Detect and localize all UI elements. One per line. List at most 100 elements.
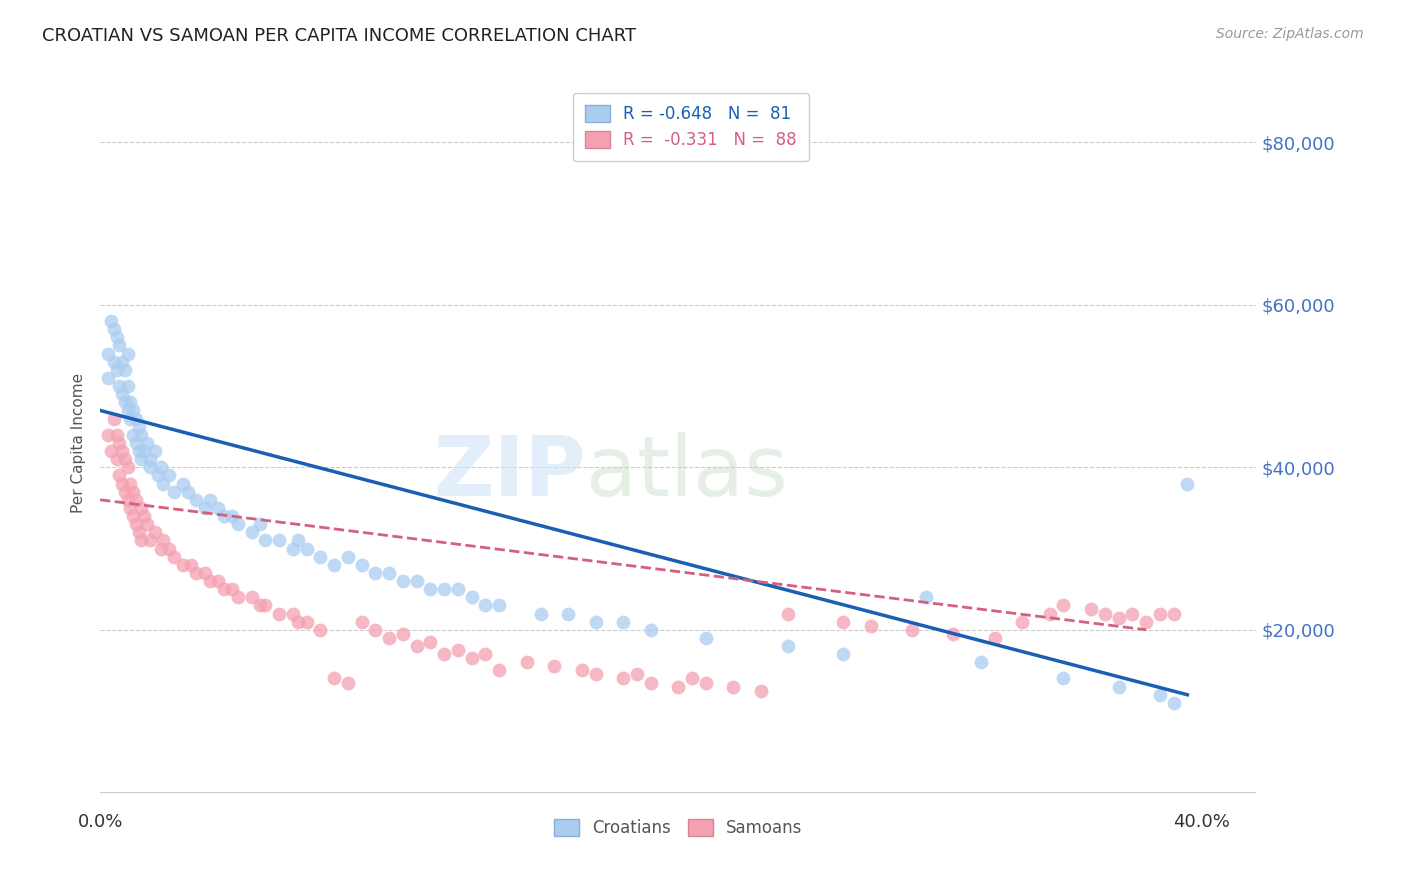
Point [131,452,153,467]
Point [859,618,882,632]
Point [172,476,194,491]
Point [226,591,249,605]
Point [488,599,510,613]
Point [240,525,263,540]
Point [105,363,128,377]
Point [405,639,427,653]
Point [1011,615,1033,629]
Point [309,623,332,637]
Point [474,599,496,613]
Point [114,452,136,467]
Point [287,533,309,548]
Point [571,664,593,678]
Point [117,460,139,475]
Point [152,533,174,548]
Point [157,541,180,556]
Point [1163,696,1185,710]
Point [100,314,122,328]
Point [254,599,277,613]
Point [474,647,496,661]
Point [640,623,662,637]
Point [405,574,427,588]
Point [207,574,229,588]
Point [131,427,153,442]
Point [447,643,470,657]
Point [125,517,148,532]
Point [122,403,145,417]
Point [832,647,855,661]
Point [97,371,120,385]
Point [120,500,142,515]
Point [612,615,634,629]
Point [1108,680,1130,694]
Point [1094,607,1116,621]
Point [267,607,290,621]
Point [200,574,222,588]
Point [240,591,263,605]
Point [249,599,271,613]
Point [114,395,136,409]
Point [221,582,243,596]
Point [134,444,156,458]
Text: Source: ZipAtlas.com: Source: ZipAtlas.com [1216,27,1364,41]
Point [111,444,134,458]
Point [942,627,965,641]
Point [120,476,142,491]
Point [281,541,304,556]
Point [915,591,938,605]
Point [128,419,150,434]
Point [97,427,120,442]
Point [100,444,122,458]
Point [97,346,120,360]
Point [207,500,229,515]
Point [612,672,634,686]
Point [114,363,136,377]
Point [200,492,222,507]
Point [122,427,145,442]
Point [103,322,125,336]
Point [122,509,145,524]
Point [970,655,993,669]
Point [103,355,125,369]
Point [1163,607,1185,621]
Point [267,533,290,548]
Point [433,647,456,661]
Point [108,468,131,483]
Point [901,623,924,637]
Point [103,411,125,425]
Point [543,659,565,673]
Point [152,476,174,491]
Point [681,672,703,686]
Point [105,330,128,344]
Point [254,533,277,548]
Point [392,627,415,641]
Point [832,615,855,629]
Point [460,591,482,605]
Point [1080,602,1102,616]
Point [108,436,131,450]
Point [117,403,139,417]
Point [1108,610,1130,624]
Point [120,411,142,425]
Point [721,680,744,694]
Point [529,607,551,621]
Point [1121,607,1143,621]
Point [122,484,145,499]
Y-axis label: Per Capita Income: Per Capita Income [72,373,86,513]
Point [392,574,415,588]
Point [323,558,346,572]
Point [149,460,172,475]
Point [1175,476,1198,491]
Point [163,484,186,499]
Point [460,651,482,665]
Point [128,444,150,458]
Point [295,541,318,556]
Point [557,607,579,621]
Point [666,680,689,694]
Point [186,566,208,580]
Point [336,675,359,690]
Point [336,549,359,564]
Point [172,558,194,572]
Point [114,484,136,499]
Point [287,615,309,629]
